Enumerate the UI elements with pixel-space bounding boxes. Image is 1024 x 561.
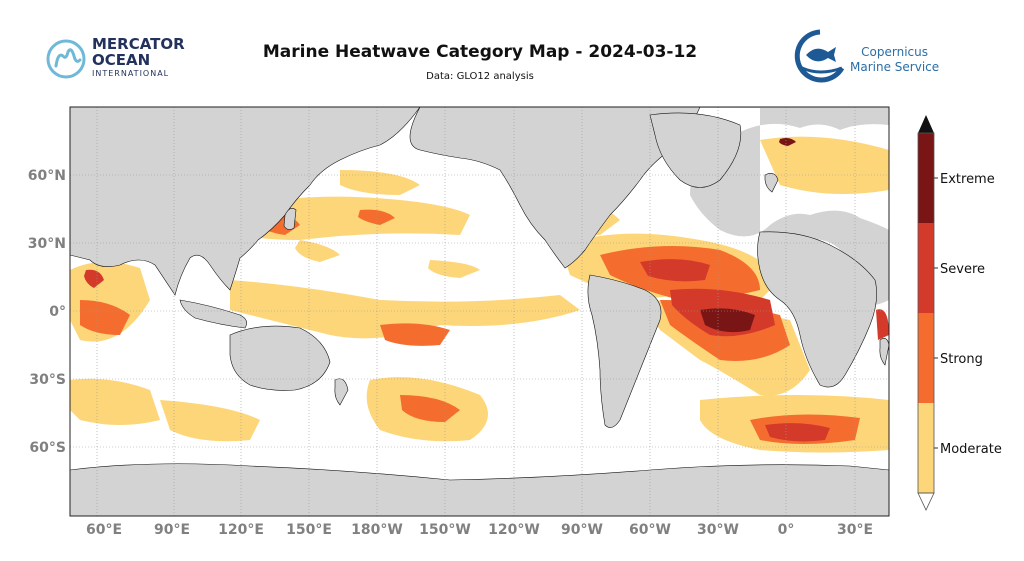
lon-tick-labels: 60°E 90°E 120°E 150°E 180°W 150°W 120°W … (86, 522, 873, 538)
mercator-wordmark: MERCATOR OCEAN (92, 35, 185, 69)
mercator-logo (44, 34, 204, 84)
mercator-subwordmark: INTERNATIONAL (92, 69, 170, 78)
graticule (70, 107, 889, 516)
lon-tick: 30°W (697, 522, 739, 538)
lat-tick-labels: 60°N 30°N 0° 30°S 60°S (28, 168, 66, 456)
colorbar-label-severe: Severe (940, 262, 985, 277)
lon-tick: 0° (778, 522, 795, 538)
heatwave-anomalies (70, 136, 889, 453)
lat-tick: 60°S (29, 440, 66, 456)
colorbar-swatch-moderate (918, 403, 934, 493)
lon-tick: 60°W (629, 522, 671, 538)
colorbar-label-extreme: Extreme (940, 172, 995, 187)
lat-tick: 60°N (28, 168, 66, 184)
lon-tick: 90°W (561, 522, 603, 538)
copernicus-wordmark: Copernicus Marine Service (850, 45, 940, 74)
colorbar-extend-bottom (917, 492, 935, 511)
map-title: Marine Heatwave Category Map - 2024-03-1… (262, 42, 698, 62)
lon-tick: 120°W (488, 522, 540, 538)
lon-tick: 120°E (218, 522, 264, 538)
colorbar-swatch-extreme (918, 133, 934, 223)
colorbar-extend-top (918, 115, 934, 133)
mercator-emblem-icon (46, 39, 86, 79)
map-frame (69, 106, 890, 517)
colorbar-swatch-severe (918, 223, 934, 313)
lon-tick: 90°E (154, 522, 190, 538)
colorbar-label-moderate: Moderate (940, 442, 1002, 457)
colorbar: Extreme Severe Strong Moderate (917, 115, 1002, 511)
lon-tick: 150°E (286, 522, 332, 538)
map-subtitle: Data: GLO12 analysis (426, 71, 534, 82)
colorbar-swatch-strong (918, 313, 934, 403)
lat-tick: 30°S (29, 372, 66, 388)
landmasses (70, 107, 889, 516)
lon-tick: 30°E (837, 522, 873, 538)
lat-tick: 0° (49, 304, 66, 320)
colorbar-label-strong: Strong (940, 352, 983, 367)
copernicus-fish-icon (794, 29, 845, 83)
lon-tick: 60°E (86, 522, 122, 538)
lon-tick: 180°W (351, 522, 403, 538)
lon-tick: 150°W (419, 522, 471, 538)
lat-tick: 30°N (28, 236, 66, 252)
